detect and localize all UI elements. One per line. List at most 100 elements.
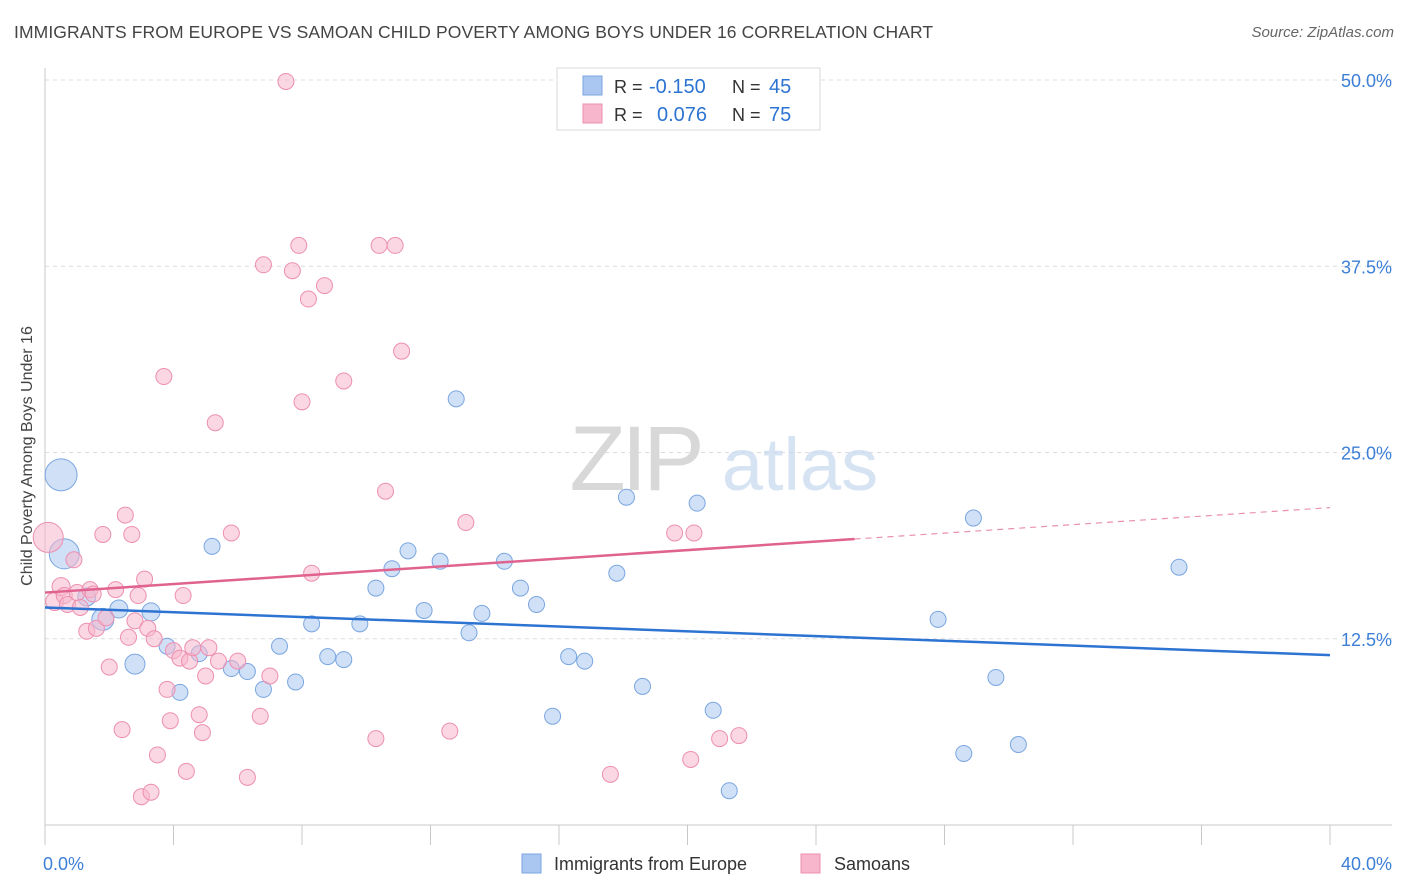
y-tick-label-2: 37.5% — [1341, 257, 1392, 277]
samoans-trend-line — [44, 537, 855, 594]
samoans-point-18 — [120, 628, 138, 646]
immigrants-point-35 — [617, 488, 635, 506]
samoans-point-66 — [682, 750, 700, 768]
samoans-point-44 — [229, 652, 247, 670]
samoans-point-13 — [97, 609, 115, 627]
samoans-point-0 — [32, 521, 64, 553]
y-tick-label-1: 25.0% — [1341, 444, 1392, 464]
legend-r-label-1: R = — [614, 77, 643, 97]
immigrants-point-26 — [460, 624, 478, 642]
immigrants-point-12 — [238, 663, 256, 681]
samoans-point-20 — [126, 612, 144, 630]
samoans-point-61 — [393, 342, 411, 360]
samoans-point-63 — [457, 514, 475, 532]
immigrants-point-22 — [399, 542, 417, 560]
bottom-legend-swatch-samoans — [800, 853, 821, 874]
samoans-point-67 — [685, 524, 703, 542]
samoans-point-53 — [299, 290, 317, 308]
tick-labels: 12.5% 25.0% 37.5% 50.0% 0.0% 40.0% — [43, 71, 1392, 874]
samoans-point-15 — [107, 581, 125, 599]
immigrants-point-42 — [964, 509, 982, 527]
samoans-point-62 — [441, 722, 459, 740]
immigrants-point-38 — [704, 701, 722, 719]
samoans-point-12 — [94, 525, 112, 543]
samoans-point-39 — [197, 667, 215, 685]
immigrants-point-0 — [44, 458, 78, 492]
legend-swatch-immigrants — [582, 75, 603, 96]
samoans-point-28 — [155, 368, 173, 386]
samoans-point-41 — [206, 414, 224, 432]
immigrants-point-43 — [987, 668, 1005, 686]
immigrants-point-37 — [688, 494, 706, 512]
samoans-point-64 — [601, 765, 619, 783]
immigrants-point-20 — [367, 579, 385, 597]
bottom-legend-swatch-immigrants — [521, 853, 542, 874]
samoans-point-19 — [123, 525, 141, 543]
trend-lines — [44, 507, 1331, 657]
series-immigrants-points — [44, 390, 1188, 800]
samoans-point-34 — [177, 762, 195, 780]
source-credit: Source: ZipAtlas.com — [1251, 24, 1394, 41]
chart-title: IMMIGRANTS FROM EUROPE VS SAMOAN CHILD P… — [14, 22, 934, 42]
y-tick-label-3: 50.0% — [1341, 71, 1392, 91]
samoans-trend-extension — [854, 507, 1331, 540]
samoans-point-40 — [200, 639, 218, 657]
immigrants-point-31 — [544, 707, 562, 725]
x-tick-label-1: 40.0% — [1341, 854, 1392, 874]
bottom-legend-label-immigrants: Immigrants from Europe — [554, 854, 747, 874]
samoans-point-25 — [142, 783, 160, 801]
samoans-point-43 — [222, 524, 240, 542]
samoans-point-56 — [335, 372, 353, 390]
samoans-point-46 — [251, 707, 269, 725]
samoans-point-51 — [290, 236, 308, 254]
samoans-point-30 — [161, 712, 179, 730]
legend-n-label-1: N = — [732, 77, 761, 97]
samoans-point-36 — [184, 639, 202, 657]
samoans-point-54 — [303, 564, 321, 582]
samoans-point-16 — [113, 721, 131, 739]
y-axis-label: Child Poverty Among Boys Under 16 — [19, 326, 36, 586]
samoans-point-58 — [370, 236, 388, 254]
samoans-point-38 — [193, 724, 211, 742]
samoans-point-52 — [293, 393, 311, 411]
samoans-point-27 — [148, 746, 166, 764]
watermark-atlas: atlas — [722, 423, 878, 506]
immigrants-point-23 — [415, 601, 433, 619]
samoans-point-33 — [174, 587, 192, 605]
immigrants-point-15 — [287, 673, 305, 691]
axes — [44, 68, 1392, 845]
immigrants-point-30 — [528, 595, 546, 613]
watermark: ZIP atlas — [569, 408, 878, 510]
samoans-point-49 — [277, 72, 295, 90]
legend-n-value-1: 45 — [769, 76, 791, 98]
immigrants-point-41 — [955, 744, 973, 762]
samoans-point-14 — [100, 658, 118, 676]
immigrants-point-34 — [608, 564, 626, 582]
immigrants-point-17 — [319, 648, 337, 666]
samoans-point-21 — [129, 587, 147, 605]
samoans-point-45 — [238, 768, 256, 786]
samoans-point-50 — [283, 262, 301, 280]
immigrants-point-45 — [1170, 558, 1188, 576]
immigrants-point-16 — [303, 615, 321, 633]
legend-n-label-2: N = — [732, 105, 761, 125]
immigrants-point-10 — [203, 537, 221, 555]
immigrants-point-14 — [271, 637, 289, 655]
samoans-point-60 — [386, 236, 404, 254]
samoans-point-11 — [87, 619, 105, 637]
samoans-point-48 — [261, 667, 279, 685]
immigrants-point-44 — [1009, 736, 1027, 754]
samoans-point-17 — [116, 506, 134, 524]
immigrants-point-25 — [447, 390, 465, 408]
samoans-point-47 — [254, 256, 272, 274]
series-legend: Immigrants from Europe Samoans — [521, 853, 910, 874]
stats-legend: R = -0.150 N = 45 R = 0.076 N = 75 — [556, 67, 821, 131]
immigrants-point-18 — [335, 651, 353, 669]
x-tick-label-0: 0.0% — [43, 854, 84, 874]
samoans-point-29 — [158, 680, 176, 698]
bottom-legend-label-samoans: Samoans — [834, 854, 910, 874]
legend-r-label-2: R = — [614, 105, 643, 125]
legend-r-value-1: -0.150 — [649, 76, 706, 98]
watermark-zip: ZIP — [569, 408, 700, 510]
immigrants-point-27 — [473, 604, 491, 622]
